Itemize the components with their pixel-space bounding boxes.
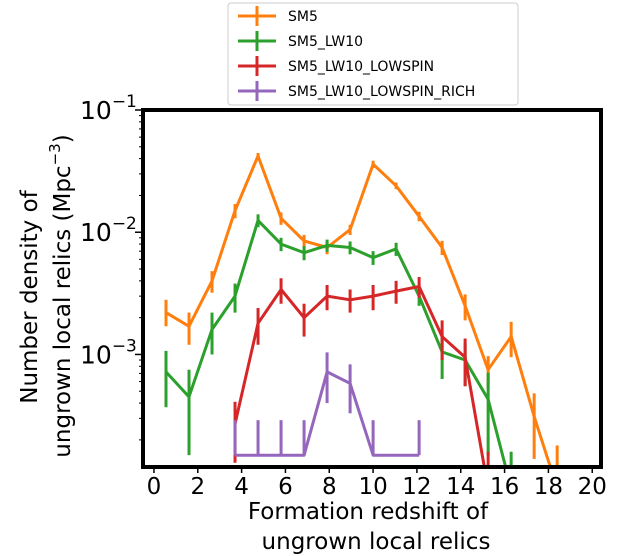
y-axis-label-main: ungrown local relics (Mpc bbox=[50, 165, 76, 457]
series-4 bbox=[233, 352, 421, 457]
legend-frame bbox=[227, 2, 519, 106]
x-tick-label: 12 bbox=[402, 474, 431, 500]
legend-label: SM5_LW10 bbox=[288, 34, 363, 50]
x-axis-label-line1: Formation redshift of bbox=[248, 499, 489, 525]
x-axis-label-line2: ungrown local relics bbox=[262, 529, 491, 555]
y-tick-label: 10−1 bbox=[80, 92, 137, 125]
legend-entry-2: SM5_LW10 bbox=[238, 31, 363, 51]
y-axis-label-close: ) bbox=[50, 134, 76, 143]
x-tick-label: 16 bbox=[490, 474, 519, 500]
plot-area bbox=[164, 152, 559, 467]
x-tick-label: 2 bbox=[190, 474, 205, 500]
y-axis-label-line2: ungrown local relics (Mpc−3) bbox=[46, 134, 76, 457]
legend-label: SM5_LW10_LOWSPIN bbox=[288, 59, 434, 75]
x-tick-label: 6 bbox=[278, 474, 293, 500]
y-tick-label: 10−3 bbox=[80, 336, 137, 369]
x-tick-label: 0 bbox=[147, 474, 162, 500]
series-2 bbox=[164, 214, 513, 467]
legend-entry-4: SM5_LW10_LOWSPIN_RICH bbox=[238, 81, 475, 101]
legend-entry-1: SM5 bbox=[238, 6, 318, 26]
x-axis: 0 2 4 6 8 10 12 14 16 18 20 bbox=[147, 467, 607, 500]
legend-label: SM5 bbox=[288, 9, 318, 25]
series-line-2 bbox=[164, 218, 508, 467]
y-axis-label-line1: Number density of bbox=[17, 189, 43, 403]
x-tick-label: 10 bbox=[358, 474, 387, 500]
series-line-1 bbox=[165, 154, 552, 467]
x-tick-label: 14 bbox=[446, 474, 475, 500]
x-tick-label: 8 bbox=[322, 474, 337, 500]
series-3 bbox=[233, 277, 490, 467]
legend-label: SM5_LW10_LOWSPIN_RICH bbox=[288, 84, 475, 100]
x-tick-label: 18 bbox=[534, 474, 563, 500]
series-line-4 bbox=[235, 370, 420, 457]
y-tick-label: 10−2 bbox=[80, 214, 137, 247]
legend: SM5 SM5_LW10 SM5_LW10_LOWSPIN SM5_LW10_LOWS… bbox=[227, 2, 519, 106]
x-tick-label: 4 bbox=[234, 474, 249, 500]
series-1 bbox=[164, 152, 559, 467]
y-axis: 10−1 10−2 10−3 bbox=[80, 92, 143, 441]
x-tick-label: 20 bbox=[578, 474, 607, 500]
legend-entry-3: SM5_LW10_LOWSPIN bbox=[238, 56, 434, 76]
y-axis-label-exponent: −3 bbox=[46, 143, 64, 165]
plot-frame bbox=[141, 108, 603, 469]
series-line-3 bbox=[233, 285, 486, 467]
